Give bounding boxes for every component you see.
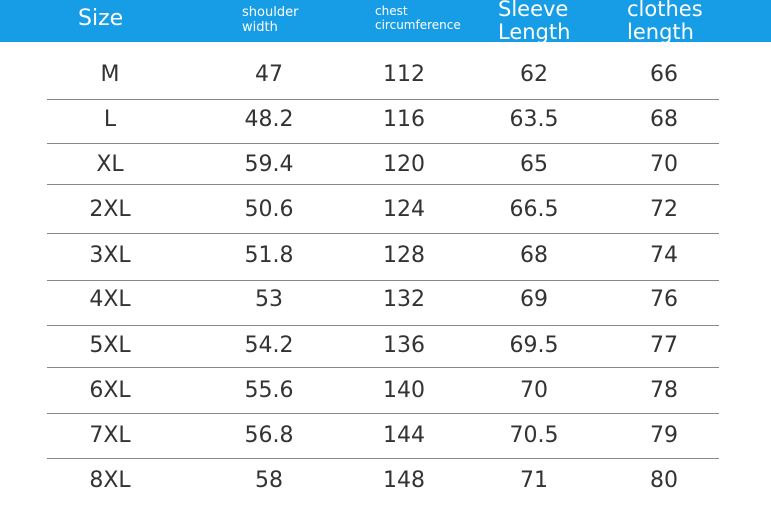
measure-cell: 47 — [255, 62, 283, 87]
measure-cell: 62 — [520, 62, 548, 87]
measure-cell: 48.2 — [244, 107, 294, 132]
size-cell: XL — [96, 152, 124, 177]
header-length: clothes length — [627, 0, 703, 42]
row-divider — [47, 99, 719, 100]
measure-cell: 148 — [383, 468, 425, 493]
row-divider — [47, 367, 719, 368]
measure-cell: 74 — [650, 243, 678, 268]
size-cell: M — [100, 62, 120, 87]
measure-cell: 58 — [255, 468, 283, 493]
measure-cell: 71 — [520, 468, 548, 493]
measure-cell: 65 — [520, 152, 548, 177]
size-cell: L — [103, 107, 117, 132]
measure-cell: 72 — [650, 197, 678, 222]
row-divider — [47, 280, 719, 281]
measure-cell: 80 — [650, 468, 678, 493]
header-bar: Size shoulder width chest circumference … — [0, 0, 771, 42]
measure-cell: 136 — [383, 333, 425, 358]
measure-cell: 132 — [383, 287, 425, 312]
row-divider — [47, 413, 719, 414]
measure-cell: 50.6 — [244, 197, 294, 222]
measure-cell: 78 — [650, 378, 678, 403]
measure-cell: 79 — [650, 423, 678, 448]
measure-cell: 140 — [383, 378, 425, 403]
measure-cell: 116 — [383, 107, 425, 132]
measure-cell: 68 — [650, 107, 678, 132]
size-cell: 2XL — [89, 197, 131, 222]
header-shoulder: shoulder width — [242, 5, 299, 35]
measure-cell: 69 — [520, 287, 548, 312]
measure-cell: 112 — [383, 62, 425, 87]
measure-cell: 120 — [383, 152, 425, 177]
header-sleeve: Sleeve Length — [498, 0, 571, 42]
size-cell: 3XL — [89, 243, 131, 268]
measure-cell: 54.2 — [244, 333, 294, 358]
measure-cell: 59.4 — [244, 152, 294, 177]
measure-cell: 144 — [383, 423, 425, 448]
measure-cell: 68 — [520, 243, 548, 268]
measure-cell: 70 — [520, 378, 548, 403]
measure-cell: 53 — [255, 287, 283, 312]
measure-cell: 128 — [383, 243, 425, 268]
measure-cell: 66 — [650, 62, 678, 87]
measure-cell: 77 — [650, 333, 678, 358]
header-chest: chest circumference — [375, 4, 461, 32]
size-cell: 7XL — [89, 423, 131, 448]
measure-cell: 70 — [650, 152, 678, 177]
measure-cell: 69.5 — [509, 333, 559, 358]
measure-cell: 66.5 — [509, 197, 559, 222]
size-cell: 4XL — [89, 287, 131, 312]
measure-cell: 55.6 — [244, 378, 294, 403]
measure-cell: 76 — [650, 287, 678, 312]
row-divider — [47, 458, 719, 459]
measure-cell: 63.5 — [509, 107, 559, 132]
measure-cell: 51.8 — [244, 243, 294, 268]
measure-cell: 70.5 — [509, 423, 559, 448]
row-divider — [47, 143, 719, 144]
size-cell: 5XL — [89, 333, 131, 358]
measure-cell: 56.8 — [244, 423, 294, 448]
header-size: Size — [78, 6, 124, 31]
size-cell: 6XL — [89, 378, 131, 403]
size-cell: 8XL — [89, 468, 131, 493]
measure-cell: 124 — [383, 197, 425, 222]
row-divider — [47, 233, 719, 234]
row-divider — [47, 325, 719, 326]
row-divider — [47, 184, 719, 185]
